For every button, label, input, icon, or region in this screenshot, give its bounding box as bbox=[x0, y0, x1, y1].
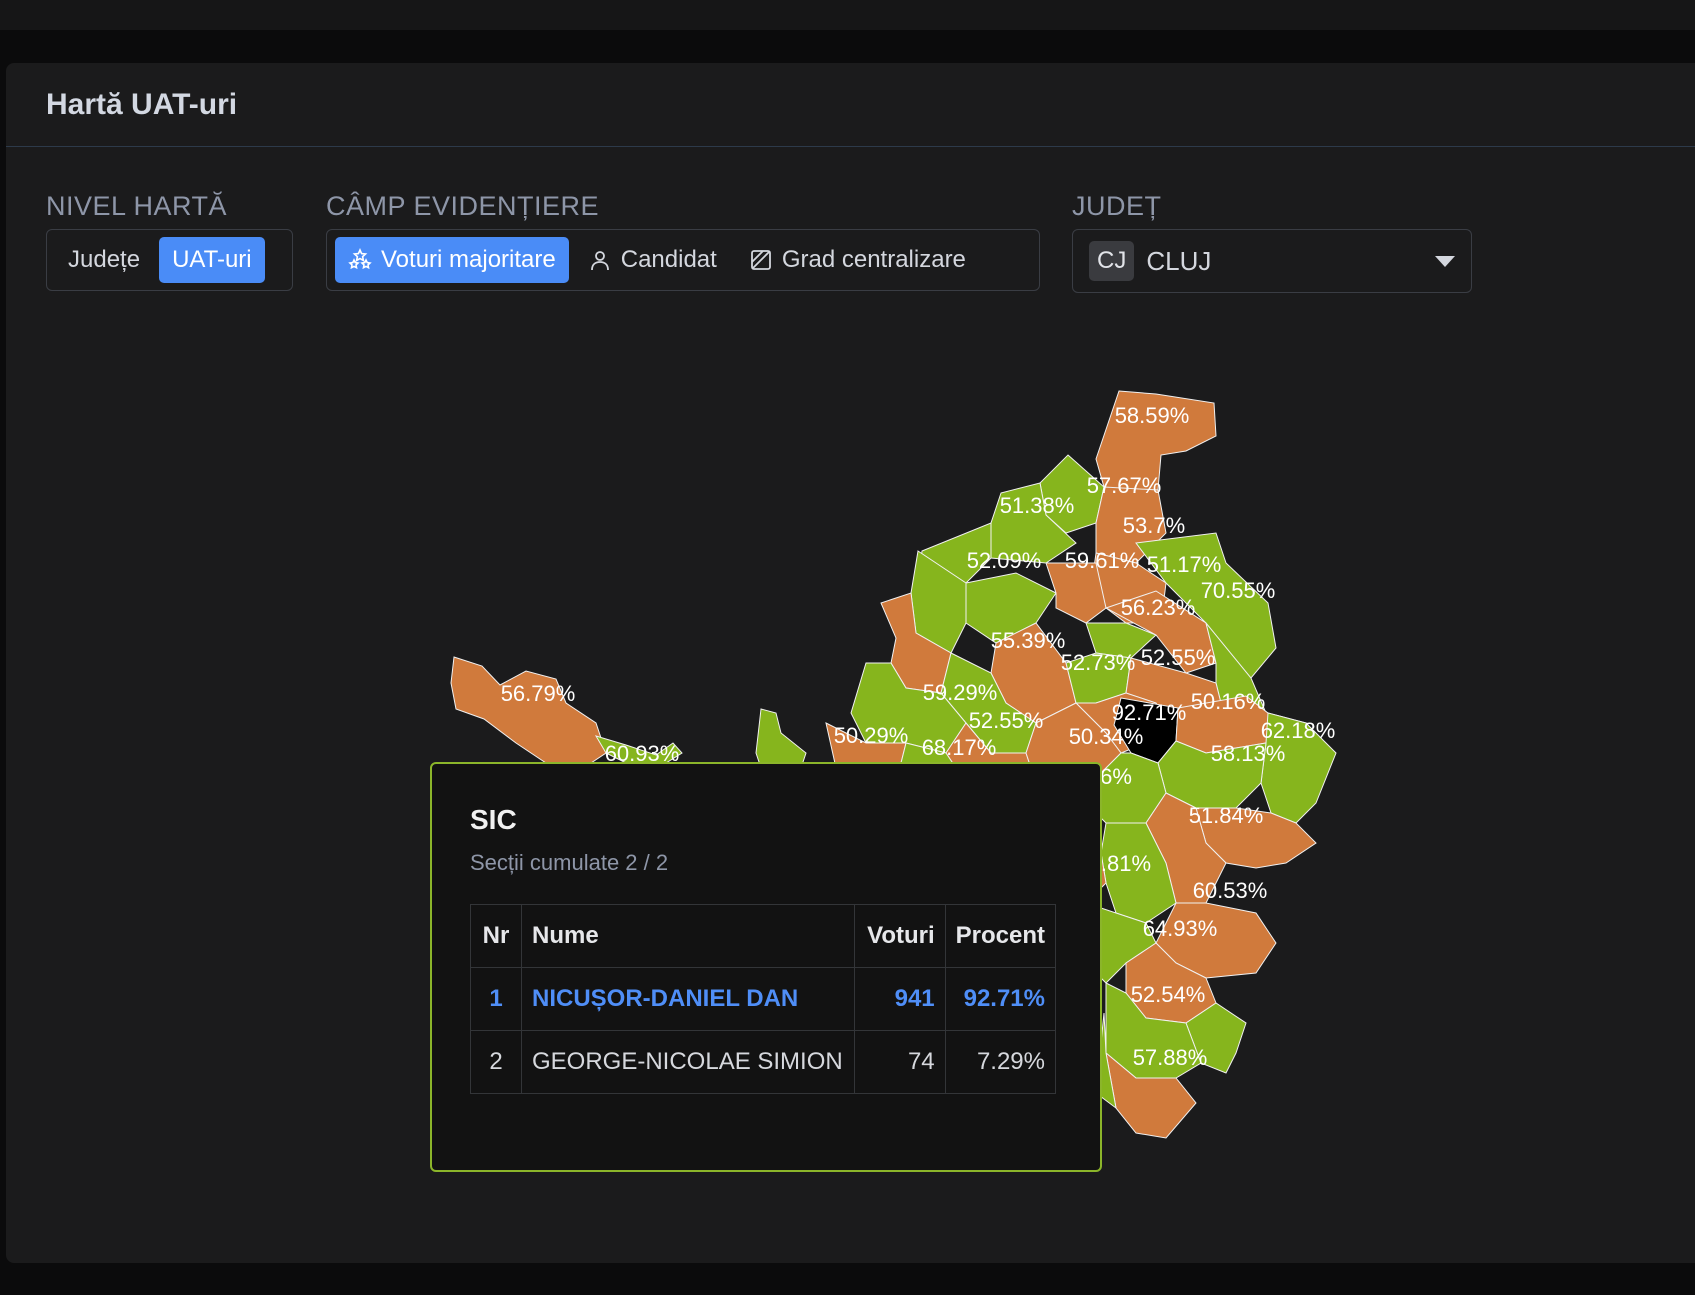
map-percent-label: 64.93% bbox=[1143, 916, 1218, 941]
map-percent-label: 70.55% bbox=[1201, 578, 1276, 603]
map-percent-label: 50.34% bbox=[1069, 724, 1144, 749]
highlight-field-toggle: Voturi majoritare Candidat Grad centrali… bbox=[326, 229, 1040, 291]
map-percent-label: 62.18% bbox=[1261, 718, 1336, 743]
row-votes: 74 bbox=[853, 1030, 946, 1094]
highlight-candidate-button[interactable]: Candidat bbox=[575, 237, 730, 283]
map-percent-label: 52.55% bbox=[1141, 645, 1216, 670]
county-code-badge: CJ bbox=[1089, 241, 1135, 281]
table-header-row: Nr Nume Voturi Procent bbox=[470, 904, 1057, 968]
map-percent-label: 52.54% bbox=[1131, 982, 1206, 1007]
chevron-down-icon bbox=[1435, 255, 1455, 267]
column-header-percent: Procent bbox=[944, 904, 1057, 968]
map-percent-label: 58.59% bbox=[1115, 403, 1190, 428]
map-percent-label: 52.73% bbox=[1061, 650, 1136, 675]
map-panel: 58.59% 57.67% 51.38% 53.7% 52.09% 59.61% 51.17… bbox=[6, 63, 1695, 1263]
row-votes: 941 bbox=[853, 967, 946, 1031]
person-icon bbox=[590, 251, 609, 271]
row-percent: 7.29% bbox=[944, 1030, 1057, 1094]
map-percent-label: 60.93% bbox=[605, 741, 680, 766]
map-percent-label: 59.29% bbox=[923, 680, 998, 705]
map-level-judete-button[interactable]: Județe bbox=[68, 246, 141, 273]
map-level-toggle: Județe UAT-uri bbox=[46, 229, 293, 291]
highlight-field-label: CÂMP EVIDENȚIERE bbox=[326, 191, 600, 221]
map-percent-label: 56.79% bbox=[501, 681, 576, 706]
tooltip-subtitle: Secții cumulate 2 / 2 bbox=[470, 850, 669, 875]
map-region[interactable] bbox=[1135, 532, 1277, 679]
county-select-value: CLUJ bbox=[1146, 245, 1212, 276]
map-region[interactable] bbox=[1105, 1051, 1197, 1139]
highlight-centralization-label: Grad centralizare bbox=[781, 246, 966, 273]
map-percent-label: 6% bbox=[1100, 764, 1132, 789]
map-percent-label: 56.23% bbox=[1121, 595, 1196, 620]
map-percent-label: 59.61% bbox=[1065, 548, 1140, 573]
map-percent-label: .81% bbox=[1101, 851, 1151, 876]
map-level-label: NIVEL HARTĂ bbox=[46, 191, 228, 221]
row-name: GEORGE-NICOLAE SIMION bbox=[521, 1030, 855, 1094]
map-percent-label: 57.88% bbox=[1133, 1045, 1208, 1070]
map-region[interactable] bbox=[1085, 622, 1157, 659]
map-percent-label: 57.67% bbox=[1087, 473, 1162, 498]
county-label: JUDEȚ bbox=[1072, 191, 1162, 221]
uat-tooltip: SIC Secții cumulate 2 / 2 Nr Nume Voturi… bbox=[430, 762, 1102, 1172]
panel-title: Hartă UAT-uri bbox=[46, 87, 238, 121]
stars-icon bbox=[348, 248, 372, 270]
tooltip-title: SIC bbox=[470, 804, 517, 835]
map-percent-label: 52.09% bbox=[967, 548, 1042, 573]
table-row: 2 GEORGE-NICOLAE SIMION 74 7.29% bbox=[470, 1030, 1057, 1094]
map-percent-label: 55.39% bbox=[991, 628, 1066, 653]
row-name: NICUȘOR-DANIEL DAN bbox=[521, 967, 855, 1031]
map-percent-label: 52.55% bbox=[969, 708, 1044, 733]
column-header-name: Nume bbox=[521, 904, 855, 968]
row-percent: 92.71% bbox=[944, 967, 1057, 1031]
map-percent-label: 58.13% bbox=[1211, 741, 1286, 766]
top-bar bbox=[0, 0, 1695, 30]
map-percent-label: 51.84% bbox=[1189, 803, 1264, 828]
highlight-majority-votes-label: Voturi majoritare bbox=[381, 246, 556, 273]
map-region[interactable] bbox=[594, 735, 683, 764]
map-level-uat-button[interactable]: UAT-uri bbox=[159, 237, 265, 283]
highlight-majority-votes-button[interactable]: Voturi majoritare bbox=[335, 237, 569, 283]
map-percent-label: 60.53% bbox=[1193, 878, 1268, 903]
map-region[interactable] bbox=[450, 656, 607, 764]
row-nr: 1 bbox=[470, 967, 522, 1031]
map-percent-label: 68.17% bbox=[922, 735, 997, 760]
map-percent-label: 50.16% bbox=[1191, 689, 1266, 714]
county-select[interactable]: CJ CLUJ bbox=[1072, 229, 1472, 293]
row-nr: 2 bbox=[470, 1030, 522, 1094]
table-row: 1 NICUȘOR-DANIEL DAN 941 92.71% bbox=[470, 967, 1057, 1031]
panel-header: Hartă UAT-uri bbox=[6, 63, 1695, 147]
map-percent-label: 51.38% bbox=[1000, 493, 1075, 518]
column-header-votes: Voturi bbox=[853, 904, 946, 968]
highlight-centralization-button[interactable]: Grad centralizare bbox=[736, 237, 979, 283]
column-header-nr: Nr bbox=[470, 904, 522, 968]
map-percent-label: 50.29% bbox=[834, 723, 909, 748]
map-region[interactable] bbox=[1095, 390, 1217, 497]
map-percent-label: 53.7% bbox=[1123, 513, 1185, 538]
map-percent-label: 92.71% bbox=[1112, 700, 1187, 725]
map-percent-label: 51.17% bbox=[1147, 552, 1222, 577]
uat-map[interactable]: 58.59% 57.67% 51.38% 53.7% 52.09% 59.61% 51.17… bbox=[6, 63, 1695, 1263]
highlight-candidate-label: Candidat bbox=[620, 246, 717, 273]
results-table: Nr Nume Voturi Procent 1 NICUȘOR-DANIEL … bbox=[470, 904, 1057, 1094]
hatch-square-icon bbox=[750, 250, 771, 270]
